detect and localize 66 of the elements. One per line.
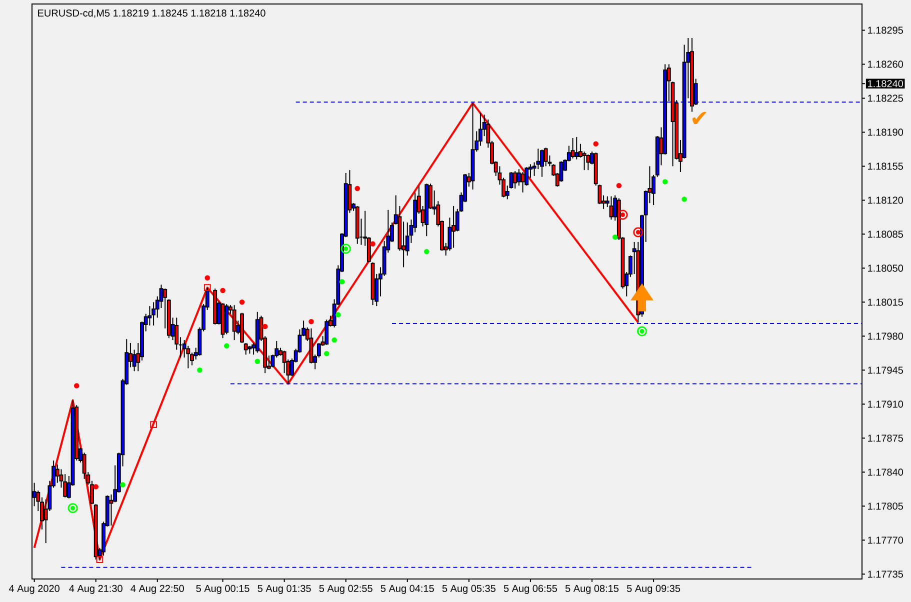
y-tick-label: 1.18225	[868, 94, 903, 102]
point	[120, 482, 126, 488]
x-tick-label: 5 Aug 02:55	[319, 584, 372, 594]
point	[74, 383, 80, 388]
point	[612, 234, 618, 240]
x-tick-label: 5 Aug 09:35	[626, 584, 680, 594]
x-tick-label: 5 Aug 00:15	[196, 584, 250, 594]
point	[616, 182, 622, 188]
candlestick	[232, 304, 236, 341]
x-tick-label: 4 Aug 22:50	[130, 584, 184, 594]
point	[339, 279, 345, 284]
point	[354, 186, 360, 192]
candlestick	[148, 306, 152, 326]
x-tick-label: 4 Aug 21:30	[69, 584, 122, 594]
point	[332, 337, 337, 343]
y-tick-label: 1.17840	[868, 468, 904, 476]
candlestick	[174, 317, 179, 350]
point	[93, 484, 98, 490]
y-tick-label: 1.18015	[868, 298, 903, 306]
point	[370, 241, 376, 247]
point	[150, 421, 157, 428]
point	[254, 358, 260, 364]
point	[308, 318, 314, 324]
point	[262, 324, 268, 330]
y-tick-label: 1.18120	[868, 196, 904, 204]
candlestick	[690, 37, 694, 112]
annotation: ✔	[692, 112, 706, 124]
y-tick-label: 1.17980	[868, 332, 904, 340]
point	[197, 368, 202, 373]
y-tick-label: 1.18295	[868, 26, 903, 34]
x-tick-label: 5 Aug 05:35	[442, 584, 496, 594]
point	[662, 179, 668, 184]
x-tick-label: 5 Aug 06:55	[504, 584, 557, 594]
x-tick-label: 5 Aug 04:15	[380, 584, 434, 594]
y-tick-label: 1.18190	[868, 128, 904, 136]
point	[424, 249, 430, 254]
x-tick-label: 5 Aug 08:15	[565, 584, 619, 594]
line-series	[33, 102, 640, 561]
y-tick-label: 1.18155	[868, 162, 903, 170]
y-tick-label: 1.17735	[868, 570, 903, 578]
y-tick-label: 1.17945	[868, 366, 903, 374]
y-tick-label: 1.18240	[868, 80, 904, 88]
y-tick-label: 1.18085	[868, 230, 903, 238]
point	[239, 300, 245, 305]
point	[593, 141, 598, 146]
candlestick	[478, 112, 482, 146]
y-tick-label: 1.17770	[868, 536, 904, 544]
x-tick-label: 4 Aug 2020	[8, 584, 60, 594]
y-tick-label: 1.17805	[868, 502, 903, 510]
y-tick-label: 1.17910	[868, 400, 904, 408]
point	[96, 556, 104, 563]
x-tick-label: 5 Aug 01:35	[258, 584, 311, 594]
point	[204, 284, 211, 292]
point	[336, 312, 341, 318]
point	[224, 343, 230, 349]
point	[682, 196, 687, 202]
point	[204, 275, 210, 281]
y-tick-label: 1.17875	[868, 434, 903, 442]
candlestick	[452, 206, 456, 248]
point	[220, 288, 226, 294]
chart-title: EURUSD-cd,M5 1.18219 1.18245 1.18218 1.18240	[38, 9, 266, 18]
y-tick-label: 1.18050	[868, 264, 904, 272]
candlestick	[152, 302, 156, 326]
y-tick-label: 1.18260	[868, 60, 904, 68]
point	[324, 351, 330, 356]
point	[630, 283, 654, 312]
